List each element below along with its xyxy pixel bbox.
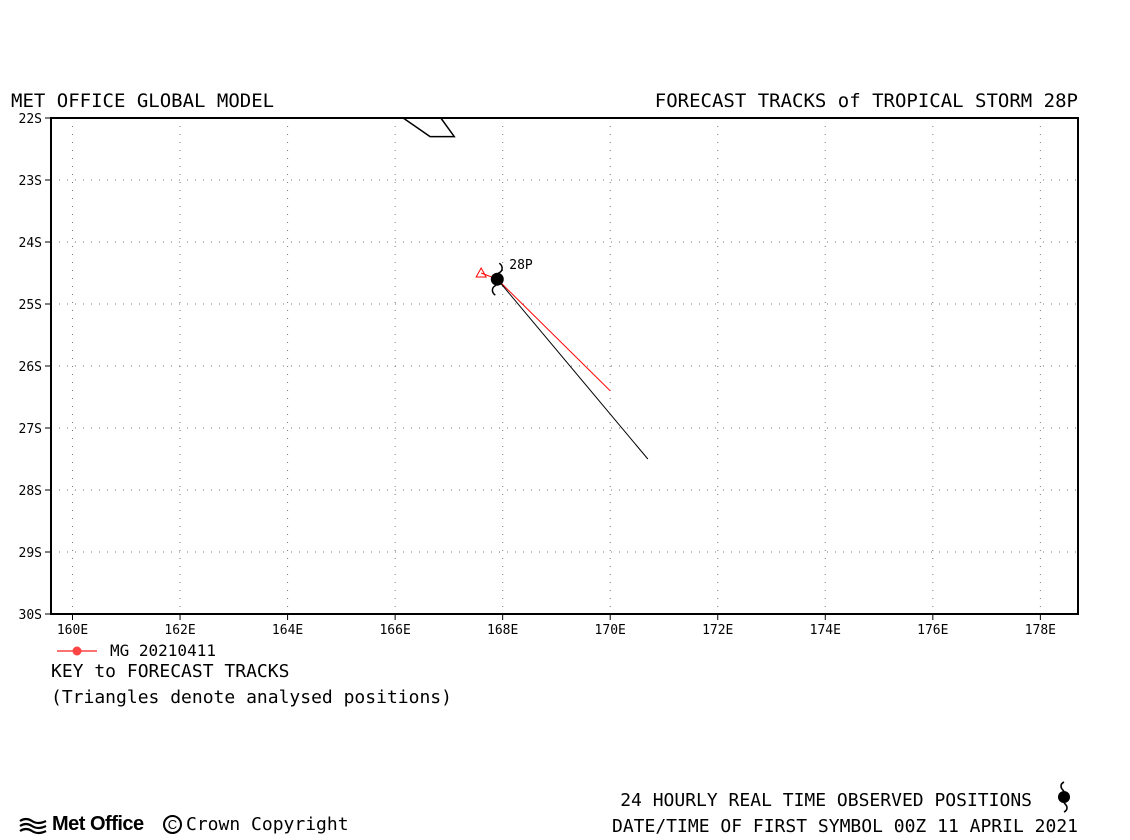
analysed-position-triangle — [475, 266, 488, 278]
lat-tick-label: 23S — [19, 174, 42, 189]
chart-title: FORECAST TRACKS of TROPICAL STORM 28P — [654, 90, 1078, 112]
coastline — [402, 117, 456, 138]
met-office-logo: Met Office — [18, 813, 144, 836]
lon-tick-label: 176E — [917, 623, 948, 638]
lon-tick-label: 164E — [272, 623, 303, 638]
map-grid — [45, 117, 1078, 620]
copyright-text: Crown Copyright — [186, 814, 349, 835]
lon-tick-label: 166E — [379, 623, 410, 638]
lon-tick-label: 172E — [702, 623, 733, 638]
lat-tick-label: 29S — [19, 546, 42, 561]
met-office-wave-icon — [19, 817, 47, 834]
lat-tick-label: 24S — [19, 236, 42, 251]
map-frame — [50, 117, 1079, 615]
key-title: KEY to FORECAST TRACKS — [51, 661, 290, 682]
tracks — [475, 262, 649, 460]
lon-tick-label: 168E — [487, 623, 518, 638]
lat-tick-label: 30S — [19, 608, 42, 623]
key-series-swatch — [57, 646, 97, 656]
tropical-storm-symbol-icon — [490, 262, 504, 296]
coastline-outline — [402, 117, 456, 138]
lon-tick-label: 170E — [595, 623, 626, 638]
tropical-storm-symbol-icon — [1058, 781, 1070, 813]
axis-labels: 160E 162E 164E 166E 168E 170E 172E 174E 176E 178E… — [19, 112, 1057, 638]
forecast-track-line — [480, 272, 611, 392]
storm-symbol-core — [490, 272, 504, 286]
lat-tick-label: 22S — [19, 112, 42, 127]
lat-tick-label: 27S — [19, 422, 42, 437]
storm-symbol-arm — [497, 262, 503, 274]
lon-tick-label: 174E — [810, 623, 841, 638]
copyright-icon: C — [163, 815, 182, 834]
key-note: (Triangles denote analysed positions) — [51, 687, 452, 708]
lon-tick-label: 160E — [57, 623, 88, 638]
met-office-logo-text: Met Office — [52, 813, 144, 835]
model-title: MET OFFICE GLOBAL MODEL — [11, 90, 275, 112]
observed-track-line — [496, 278, 649, 460]
observed-positions-text: 24 HOURLY REAL TIME OBSERVED POSITIONS — [620, 790, 1032, 811]
lon-tick-label: 162E — [164, 623, 195, 638]
copyright-notice: C Crown Copyright — [163, 814, 349, 835]
first-symbol-datetime: DATE/TIME OF FIRST SYMBOL 00Z 11 APRIL 2… — [612, 816, 1078, 837]
lat-tick-label: 26S — [19, 360, 42, 375]
storm-label: 28P — [509, 258, 533, 273]
lat-tick-label: 25S — [19, 298, 42, 313]
lon-tick-label: 178E — [1025, 623, 1056, 638]
storm-symbol-arm — [491, 284, 497, 296]
key-series-label: MG 20210411 — [110, 641, 216, 660]
lat-tick-label: 28S — [19, 484, 42, 499]
